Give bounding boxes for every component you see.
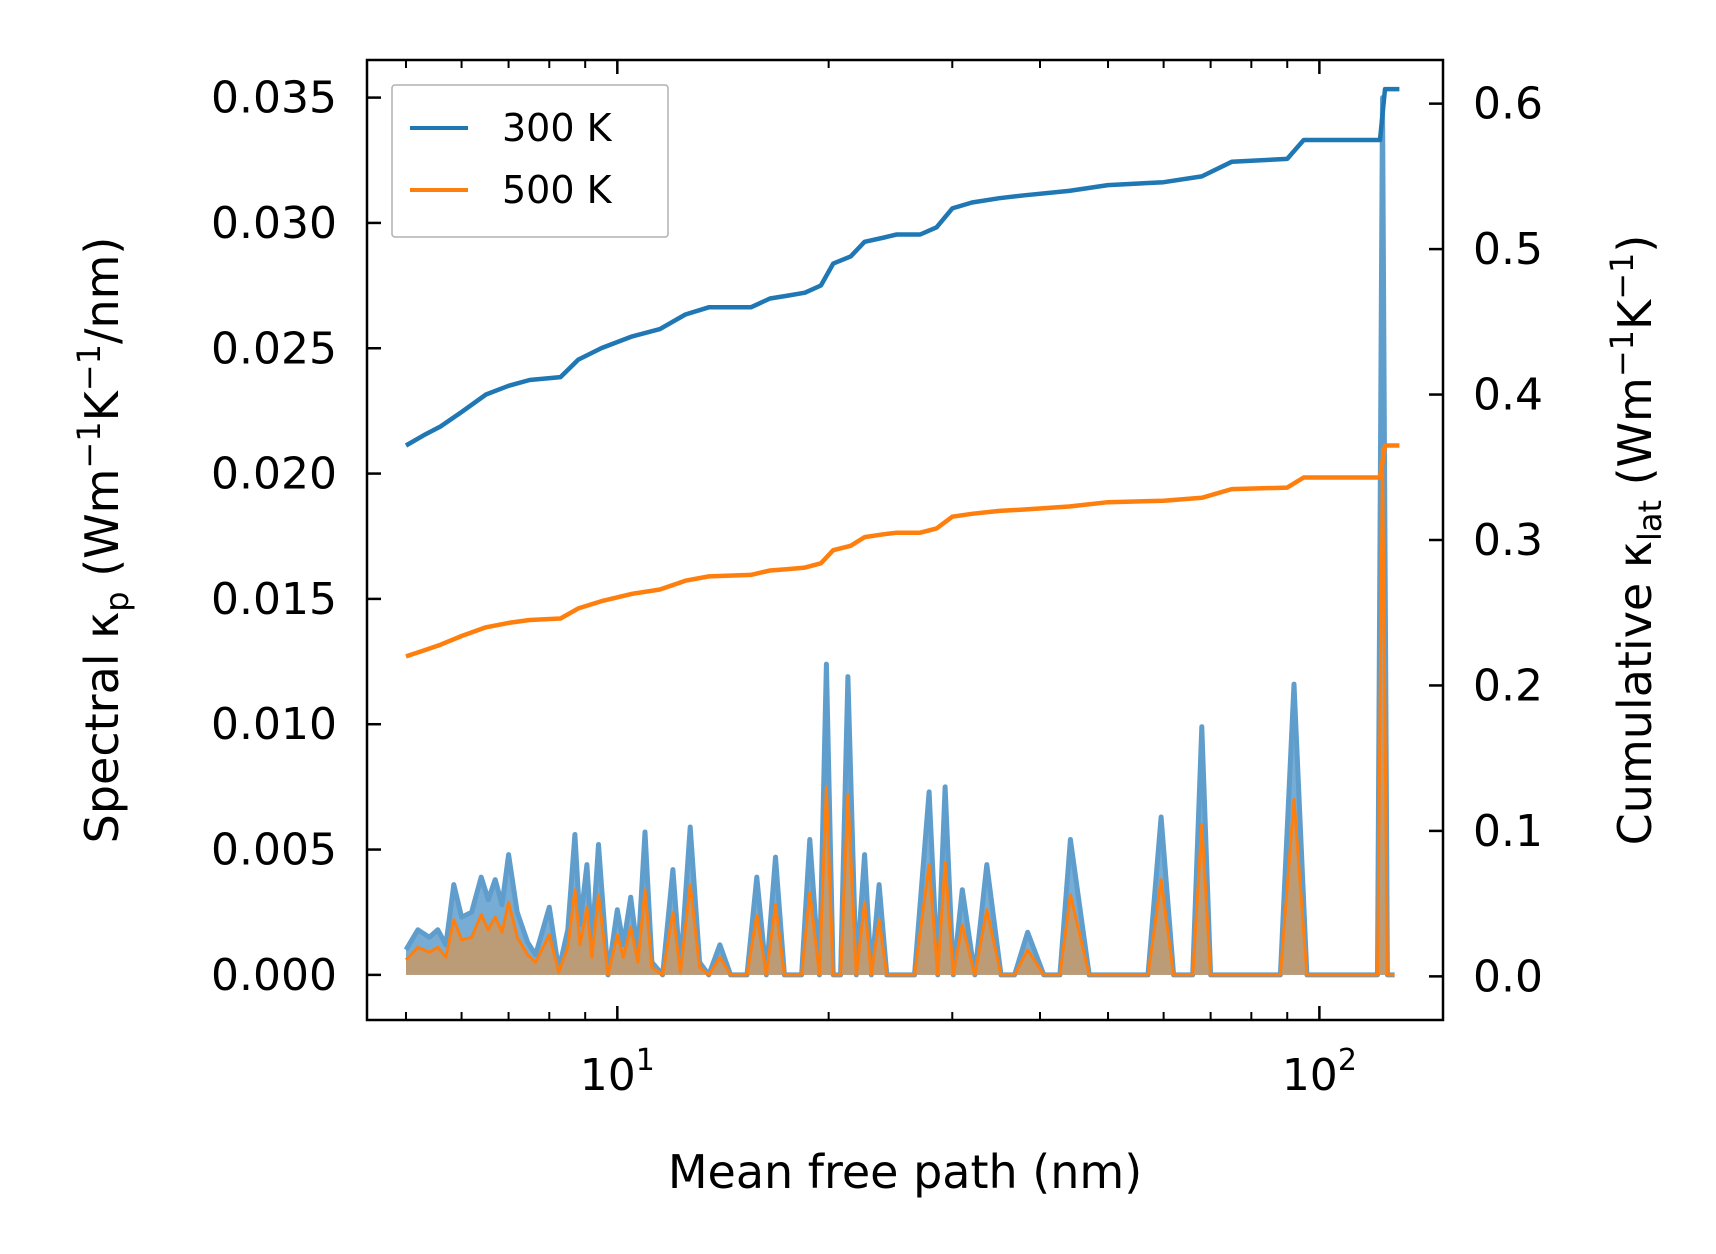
legend-label-500k: 500 K bbox=[502, 168, 613, 212]
y-right-tick-label: 0.5 bbox=[1473, 224, 1543, 275]
x-tick-label: 101 bbox=[580, 1043, 655, 1101]
y-right-tick-label: 0.1 bbox=[1473, 806, 1543, 857]
y-right-tick-label: 0.6 bbox=[1473, 79, 1543, 130]
y-left-tick-label: 0.015 bbox=[211, 574, 337, 625]
y-left-tick-label: 0.030 bbox=[211, 198, 337, 249]
spectral-area-500k bbox=[406, 448, 1395, 975]
spectral-layer bbox=[403, 95, 1395, 978]
y-axis-left-title: Spectral κp (Wm−1K−1/nm) bbox=[70, 237, 136, 844]
legend-box bbox=[391, 84, 669, 238]
x-axis-title: Mean free path (nm) bbox=[668, 1145, 1142, 1199]
legend: 300 K 500 K bbox=[391, 84, 669, 238]
ticks-layer: 0.000 0.005 0.010 0.015 0.020 0.025 0.030 0.035… bbox=[211, 60, 1543, 1101]
y-right-tick-label: 0.3 bbox=[1473, 515, 1543, 566]
cumulative-layer bbox=[404, 86, 1400, 659]
y-left-tick-label: 0.010 bbox=[211, 699, 337, 750]
y-left-tick-label: 0.025 bbox=[211, 323, 337, 374]
y-left-tick-label: 0.035 bbox=[211, 73, 337, 124]
plot-area bbox=[403, 86, 1400, 978]
legend-label-300k: 300 K bbox=[502, 106, 613, 150]
y-right-tick-label: 0.0 bbox=[1473, 951, 1543, 1002]
cumulative-line-300k bbox=[404, 86, 1400, 448]
cumulative-line-500k bbox=[405, 443, 1400, 659]
y-axis-right-title: Cumulative κlat (Wm−1K−1) bbox=[1603, 235, 1669, 846]
y-right-tick-label: 0.4 bbox=[1473, 370, 1543, 421]
y-left-tick-label: 0.000 bbox=[211, 950, 337, 1001]
y-left-tick-label: 0.005 bbox=[211, 825, 337, 876]
axes-frame bbox=[365, 58, 1445, 1022]
y-left-tick-label: 0.020 bbox=[211, 449, 337, 500]
x-tick-label: 102 bbox=[1282, 1043, 1357, 1101]
y-right-tick-label: 0.2 bbox=[1473, 660, 1543, 711]
spectral-line-500k bbox=[404, 447, 1395, 977]
